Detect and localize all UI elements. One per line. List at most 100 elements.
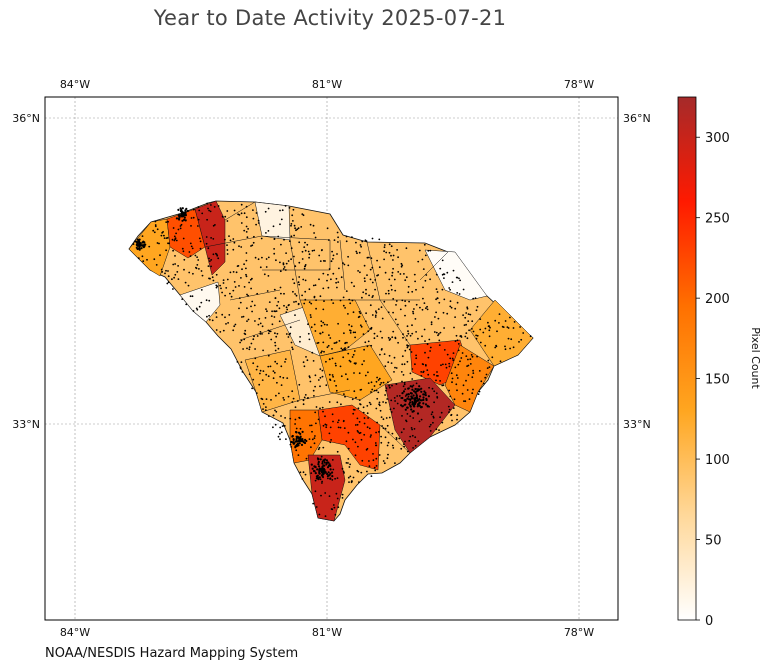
detection-point	[290, 223, 293, 225]
detection-point	[465, 332, 468, 334]
detection-point	[411, 428, 413, 431]
detection-point	[347, 458, 350, 460]
detection-point	[264, 210, 267, 213]
detection-point	[345, 240, 348, 243]
detection-point	[226, 210, 229, 212]
detection-point	[441, 259, 444, 262]
detection-point	[324, 458, 327, 461]
detection-point	[356, 252, 358, 255]
detection-point	[414, 363, 416, 366]
detection-point	[167, 275, 170, 278]
detection-point	[289, 240, 291, 243]
detection-point	[371, 314, 374, 316]
detection-point	[264, 317, 267, 319]
detection-point	[408, 300, 410, 303]
detection-point	[321, 475, 324, 478]
detection-point	[222, 279, 225, 281]
detection-point	[321, 350, 323, 353]
detection-point	[296, 400, 299, 402]
detection-point	[224, 238, 226, 241]
detection-point	[274, 344, 277, 347]
detection-point	[292, 220, 294, 222]
detection-point	[211, 319, 214, 322]
detection-point	[367, 371, 369, 374]
detection-point	[369, 436, 372, 438]
detection-point	[275, 335, 278, 338]
detection-point	[421, 308, 424, 311]
detection-point	[353, 362, 356, 365]
detection-point	[422, 402, 425, 405]
detection-point	[303, 267, 306, 270]
detection-point	[261, 256, 263, 259]
detection-point	[279, 438, 281, 441]
detection-point	[315, 477, 318, 480]
detection-point	[409, 385, 412, 388]
detection-point	[301, 258, 304, 260]
detection-point	[261, 325, 264, 328]
detection-point	[475, 309, 478, 312]
detection-point	[299, 432, 302, 435]
detection-point	[487, 359, 490, 362]
detection-point	[245, 205, 248, 208]
detection-point	[294, 440, 297, 443]
detection-point	[321, 480, 323, 483]
detection-point	[409, 415, 412, 417]
detection-point	[260, 237, 263, 240]
detection-point	[452, 269, 455, 272]
detection-point	[424, 364, 427, 366]
detection-point	[319, 376, 322, 379]
detection-point	[349, 475, 352, 478]
detection-point	[321, 331, 324, 334]
detection-point	[369, 403, 372, 406]
detection-point	[301, 478, 304, 480]
detection-point	[271, 323, 274, 326]
detection-point	[393, 356, 396, 359]
detection-point	[418, 385, 421, 388]
detection-point	[208, 260, 211, 262]
detection-point	[345, 290, 348, 292]
detection-point	[419, 406, 423, 409]
detection-point	[442, 311, 445, 314]
detection-point	[301, 213, 304, 216]
detection-point	[183, 216, 186, 219]
detection-point	[356, 423, 359, 426]
detection-point	[436, 396, 439, 398]
detection-point	[326, 279, 328, 282]
detection-point	[452, 407, 455, 409]
detection-point	[317, 448, 320, 451]
detection-point	[417, 260, 420, 263]
detection-point	[155, 264, 158, 266]
detection-point	[273, 371, 276, 374]
colorbar-tick-label: 150	[705, 373, 730, 388]
detection-point	[244, 329, 247, 332]
detection-point	[424, 340, 426, 342]
detection-point	[232, 271, 235, 273]
detection-point	[358, 421, 361, 423]
detection-point	[283, 399, 285, 401]
detection-point	[463, 400, 465, 402]
detection-point	[347, 264, 350, 267]
detection-point	[238, 285, 240, 287]
detection-point	[323, 461, 326, 464]
detection-point	[330, 439, 332, 441]
detection-point	[456, 301, 459, 304]
detection-point	[432, 421, 434, 424]
detection-point	[175, 239, 178, 242]
detection-point	[140, 247, 143, 250]
detection-point	[348, 466, 351, 468]
detection-point	[342, 296, 345, 299]
detection-point	[298, 442, 301, 445]
detection-point	[437, 334, 439, 337]
detection-point	[191, 295, 194, 298]
detection-point	[352, 438, 354, 441]
detection-point	[240, 246, 243, 248]
detection-point	[308, 256, 310, 259]
detection-point	[272, 414, 275, 417]
detection-point	[188, 271, 191, 274]
detection-point	[374, 279, 377, 281]
detection-point	[248, 348, 251, 351]
detection-point	[254, 357, 257, 360]
detection-point	[410, 408, 413, 411]
detection-point	[348, 481, 350, 483]
detection-point	[367, 382, 370, 384]
